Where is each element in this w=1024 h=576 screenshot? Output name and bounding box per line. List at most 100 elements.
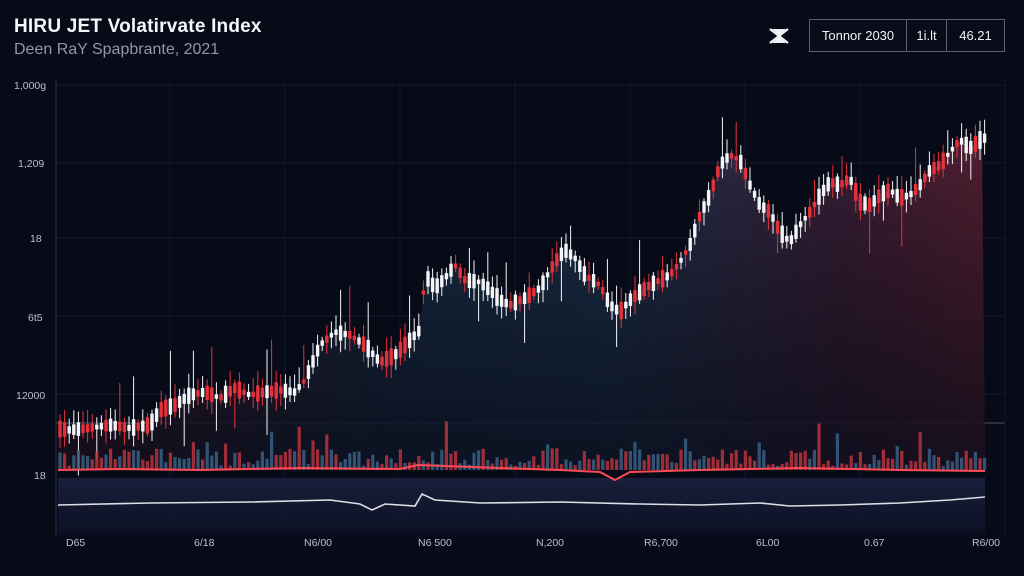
candle-body bbox=[440, 275, 444, 288]
candle-body bbox=[610, 301, 614, 312]
volume-bar bbox=[803, 450, 807, 470]
volume-bar bbox=[104, 454, 108, 470]
volume-bar bbox=[127, 451, 131, 470]
candle-body bbox=[817, 188, 821, 205]
candle-body bbox=[394, 349, 398, 360]
candle-body bbox=[808, 206, 812, 218]
candle-body bbox=[145, 417, 150, 434]
volume-bar bbox=[500, 459, 504, 470]
candle-body bbox=[127, 424, 131, 431]
candle-body bbox=[260, 387, 265, 398]
volume-bar bbox=[725, 463, 729, 470]
volume-bar bbox=[569, 461, 573, 470]
candle-body bbox=[62, 422, 67, 437]
x-tick-label: R6,700 bbox=[644, 537, 678, 549]
candle-body bbox=[375, 354, 380, 364]
close-x-icon[interactable] bbox=[768, 25, 790, 47]
volume-bar bbox=[477, 450, 481, 470]
candle-body bbox=[550, 261, 554, 273]
y-tick-label: 1,000g bbox=[14, 80, 47, 92]
candle-body bbox=[113, 421, 117, 431]
candle-body bbox=[628, 293, 633, 306]
volume-bar bbox=[122, 449, 126, 470]
volume-bar bbox=[316, 449, 320, 470]
candle-body bbox=[315, 344, 320, 357]
info-box: Tonnor 2030 1i.lt 46.21 bbox=[809, 19, 1005, 52]
candle-body bbox=[311, 355, 315, 368]
candle-body bbox=[297, 384, 301, 390]
volume-bar bbox=[541, 450, 545, 470]
candle-body bbox=[762, 202, 766, 213]
candle-body bbox=[849, 176, 853, 185]
candle-body bbox=[729, 153, 734, 159]
candle-body bbox=[325, 335, 329, 343]
candle-body bbox=[679, 257, 683, 263]
candle-body bbox=[973, 135, 978, 152]
volume-bar bbox=[624, 451, 628, 470]
x-tick-label: 6/18 bbox=[194, 537, 215, 549]
volume-bar bbox=[389, 458, 393, 470]
volume-bar bbox=[86, 455, 90, 470]
candle-body bbox=[463, 276, 467, 284]
volume-bar bbox=[159, 448, 163, 470]
volume-bar bbox=[605, 461, 609, 470]
candle-body bbox=[886, 183, 890, 199]
candle-body bbox=[251, 391, 255, 397]
candle-body bbox=[343, 330, 347, 338]
volume-bar bbox=[849, 455, 853, 470]
volume-bar bbox=[812, 450, 816, 470]
volume-bar bbox=[256, 460, 260, 470]
volume-bar bbox=[964, 450, 968, 470]
volume-bar bbox=[504, 458, 508, 470]
candle-body bbox=[279, 386, 283, 394]
volume-bar bbox=[872, 454, 876, 470]
candle-body bbox=[141, 420, 145, 432]
volume-bar bbox=[978, 458, 982, 470]
volume-bar bbox=[173, 457, 177, 470]
candle-body bbox=[191, 388, 196, 401]
candle-body bbox=[58, 420, 62, 438]
candle-body bbox=[683, 250, 688, 255]
volume-bar bbox=[260, 451, 264, 470]
candle-body bbox=[426, 271, 430, 287]
volume-bar bbox=[113, 459, 117, 470]
candle-body bbox=[527, 287, 531, 304]
volume-bar bbox=[99, 457, 103, 470]
volume-bar bbox=[716, 459, 720, 470]
volume-bar bbox=[886, 458, 890, 470]
candle-body bbox=[881, 185, 886, 202]
candle-body bbox=[564, 243, 568, 258]
volume-bar bbox=[265, 458, 269, 470]
volume-bar bbox=[785, 462, 789, 470]
candle-body bbox=[453, 263, 458, 269]
candle-body bbox=[509, 300, 513, 309]
volume-bar bbox=[334, 454, 338, 470]
volume-bar bbox=[518, 461, 522, 470]
candle-body bbox=[499, 294, 504, 307]
volume-bar bbox=[817, 423, 821, 470]
candle-body bbox=[403, 336, 407, 354]
candle-body bbox=[936, 160, 941, 171]
volume-bar bbox=[72, 455, 76, 470]
lower-panel bbox=[58, 478, 985, 535]
volume-bar bbox=[132, 450, 136, 470]
volume-bar bbox=[495, 457, 499, 470]
y-tick-label: 18 bbox=[34, 470, 46, 482]
volume-bar bbox=[136, 450, 140, 470]
candle-body bbox=[242, 389, 246, 395]
volume-bar bbox=[486, 459, 490, 470]
volume-bar bbox=[766, 464, 770, 470]
volume-bar bbox=[835, 433, 839, 470]
candle-body bbox=[205, 385, 209, 400]
candle-body bbox=[955, 140, 959, 148]
volume-bar bbox=[242, 463, 246, 470]
y-tick-label: 1,209 bbox=[18, 158, 45, 170]
candle-body bbox=[798, 221, 803, 228]
candle-body bbox=[104, 419, 108, 432]
volume-bar bbox=[670, 461, 674, 470]
volume-bar bbox=[219, 465, 223, 470]
volume-bar bbox=[371, 454, 375, 470]
candle-body bbox=[647, 281, 651, 291]
candle-body bbox=[918, 179, 922, 191]
candle-body bbox=[867, 197, 872, 212]
